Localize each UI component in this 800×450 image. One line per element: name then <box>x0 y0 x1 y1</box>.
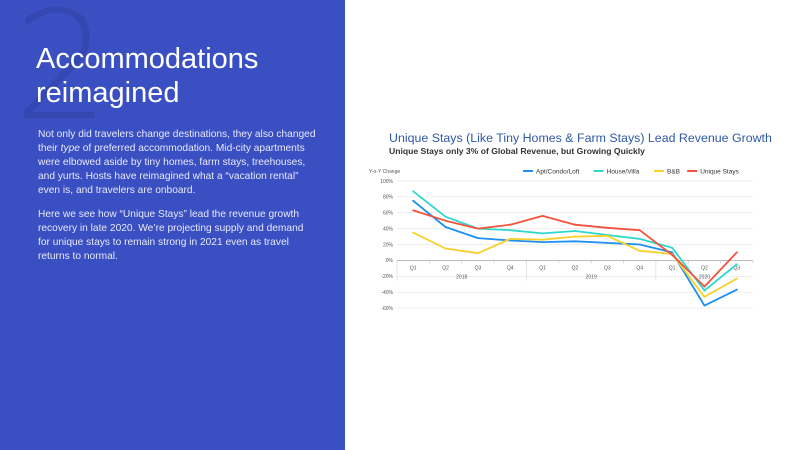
x-tick-label: Q4 <box>507 265 514 271</box>
data-point <box>541 238 544 241</box>
data-point <box>638 249 641 252</box>
data-point <box>638 243 641 246</box>
data-point <box>412 190 415 193</box>
data-point <box>735 288 738 291</box>
data-point <box>509 238 512 240</box>
x-tick-label: Q2 <box>701 265 708 271</box>
legend-label: Unique Stays <box>700 168 739 175</box>
data-point <box>735 277 738 280</box>
data-point <box>444 247 447 250</box>
x-tick-label: Q2 <box>572 265 579 271</box>
data-point <box>671 246 673 249</box>
data-point <box>703 295 706 298</box>
data-point <box>735 263 738 266</box>
paragraph-one: Not only did travelers change destinatio… <box>38 128 318 198</box>
data-point <box>541 232 544 235</box>
data-point <box>703 285 706 288</box>
y-tick-label: 0% <box>386 258 394 264</box>
y-tick-label: 80% <box>383 195 394 201</box>
year-label: 2019 <box>586 274 597 280</box>
data-point <box>444 215 447 218</box>
data-point <box>703 289 706 292</box>
chart-panel: Unique Stays (Like Tiny Homes & Farm Sta… <box>345 0 800 450</box>
series-line <box>412 199 738 307</box>
text-panel: 2 Accommodations reimagined Not only did… <box>0 0 345 450</box>
data-point <box>444 226 447 228</box>
y-tick-label: 40% <box>383 226 394 232</box>
x-tick-label: Q4 <box>636 265 643 271</box>
data-point <box>606 226 609 229</box>
data-point <box>638 229 641 232</box>
y-tick-label: 20% <box>383 242 394 248</box>
data-point <box>477 237 479 240</box>
y-tick-label: 100% <box>380 179 393 185</box>
legend-label: House/Villa <box>607 168 640 175</box>
data-point <box>574 223 576 226</box>
x-tick-label: Q3 <box>604 265 611 271</box>
data-point <box>735 251 738 254</box>
data-point <box>671 253 673 256</box>
chart-title: Unique Stays (Like Tiny Homes & Farm Sta… <box>389 131 772 145</box>
y-tick-label: -40% <box>381 290 393 296</box>
data-point <box>541 215 544 217</box>
paragraph-one-start: Not only did travelers change destinatio… <box>38 129 316 154</box>
x-tick-label: Q3 <box>733 265 740 271</box>
data-point <box>606 234 609 237</box>
y-tick-label: -60% <box>381 306 393 312</box>
data-point <box>509 223 512 226</box>
data-point <box>477 227 479 230</box>
data-point <box>509 229 512 232</box>
x-tick-label: Q3 <box>475 265 482 271</box>
slide-title: Accommodations reimagined <box>36 43 259 109</box>
paragraph-one-end: of preferred accommodation. Mid-city apa… <box>38 143 306 196</box>
paragraph-one-emphasis: type <box>60 143 80 154</box>
year-label: 2018 <box>456 274 467 280</box>
x-tick-label: Q2 <box>442 265 449 271</box>
slide-number: 2 <box>14 0 110 154</box>
data-point <box>574 230 576 232</box>
year-label: 2020 <box>699 274 710 280</box>
data-point <box>606 242 609 244</box>
x-tick-label: Q1 <box>539 265 546 271</box>
y-tick-label: 60% <box>383 211 394 217</box>
data-point <box>574 235 576 238</box>
legend-label: B&B <box>667 168 680 175</box>
data-point <box>638 238 641 240</box>
data-point <box>412 199 415 202</box>
x-tick-label: Q1 <box>410 265 417 271</box>
data-point <box>444 219 447 222</box>
data-point <box>541 241 544 244</box>
x-tick-label: Q1 <box>669 265 676 271</box>
data-point <box>477 252 479 255</box>
y-tick-label: -20% <box>381 274 393 280</box>
data-point <box>574 240 576 243</box>
y-axis-title: Y-o-Y Change <box>369 169 400 175</box>
paragraph-two: Here we see how “Unique Stays” lead the … <box>38 209 304 262</box>
data-point <box>412 231 415 234</box>
legend-label: Apt/Condo/Loft <box>536 168 580 175</box>
data-point <box>671 251 673 254</box>
data-point <box>703 304 706 307</box>
chart-subtitle: Unique Stays only 3% of Global Revenue, … <box>389 146 645 156</box>
data-point <box>412 209 415 212</box>
line-chart: Y-o-Y Change 100% 80% 60% 40% 20% 0% -20% -40% -6… <box>369 168 754 312</box>
